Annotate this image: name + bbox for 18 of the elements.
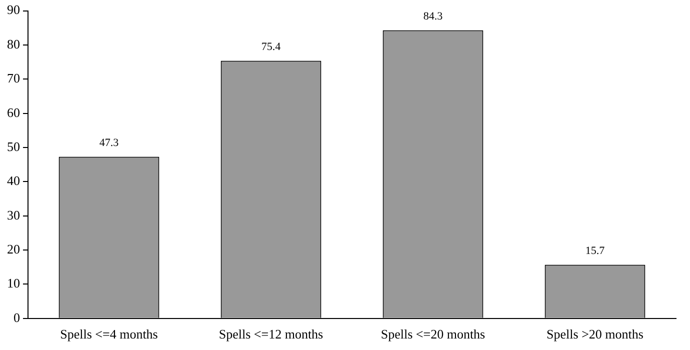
data-label: 15.7 [585, 245, 606, 258]
y-tick-label: 90 [7, 2, 20, 18]
x-tick-label: Spells <=20 months [380, 326, 486, 342]
y-tick-label: 20 [7, 241, 20, 256]
y-tick-label: 50 [7, 138, 20, 154]
y-tick-label: 80 [7, 36, 20, 52]
data-label: 75.4 [261, 41, 282, 54]
data-label: 84.3 [423, 10, 444, 23]
x-tick-label: Spells >20 months [546, 326, 644, 342]
y-tick-label: 40 [7, 173, 20, 188]
y-tick-label: 60 [7, 104, 20, 120]
x-tick-label: Spells <=12 months [218, 326, 324, 342]
data-label: 47.3 [99, 137, 120, 150]
y-tick-label: 30 [7, 207, 20, 222]
y-tick-label: 10 [7, 276, 20, 291]
y-tick-label: 0 [14, 310, 20, 325]
x-tick-label: Spells <=4 months [60, 326, 158, 342]
y-tick-label: 70 [7, 70, 20, 86]
